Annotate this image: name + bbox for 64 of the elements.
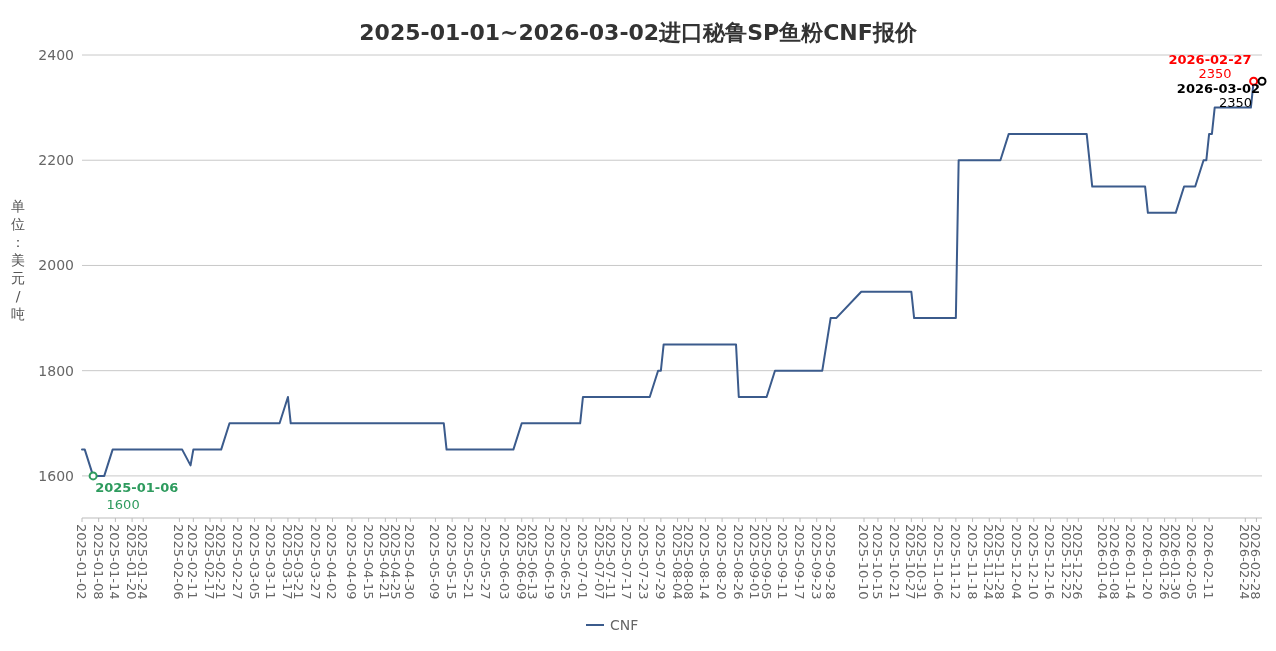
y-tick-label: 2000: [38, 257, 74, 274]
x-tick-label: 2025-02-06: [171, 524, 187, 600]
x-tick-label: 2025-03-11: [263, 524, 279, 600]
x-tick-label: 2025-06-19: [541, 524, 557, 600]
x-tick-label: 2025-04-15: [360, 524, 376, 600]
x-tick-label: 2025-11-06: [931, 524, 947, 600]
x-tick-label: 2025-10-15: [869, 524, 885, 600]
annotation: 1600: [106, 496, 140, 512]
x-tick-label: 2025-06-25: [558, 524, 574, 600]
x-tick-label: 2025-04-02: [324, 524, 340, 600]
y-tick-label: 2200: [38, 152, 74, 169]
x-tick-label: 2025-06-09: [513, 524, 529, 600]
x-tick-label: 2025-08-04: [669, 524, 685, 600]
x-tick-label: 2025-11-18: [964, 524, 980, 600]
x-tick-label: 2025-12-16: [1042, 524, 1058, 600]
x-tick-label: 2025-09-23: [808, 524, 824, 600]
x-tick-label: 2026-01-20: [1139, 524, 1155, 600]
x-tick-label: 2025-08-20: [714, 524, 730, 600]
y-axis-title: 单位：美元/吨: [11, 198, 25, 322]
x-tick-label: 2025-06-03: [497, 524, 513, 600]
x-tick-label: 2026-01-26: [1156, 524, 1172, 600]
x-tick-label: 2026-02-05: [1184, 524, 1200, 600]
x-tick-label: 2025-05-21: [460, 524, 476, 600]
x-tick-label: 2025-08-14: [697, 524, 713, 600]
chart-title: 2025-01-01~2026-03-02进口秘鲁SP鱼粉CNF报价: [359, 20, 918, 45]
x-tick-label: 2025-11-12: [947, 524, 963, 600]
annotation: 2025-01-06: [95, 479, 179, 495]
x-tick-label: 2025-07-23: [636, 524, 652, 600]
annotation: 2350: [1218, 95, 1252, 111]
x-tick-label: 2026-01-14: [1123, 524, 1139, 600]
x-tick-label: 2025-02-21: [213, 524, 229, 600]
x-tick-label: 2025-03-05: [246, 524, 262, 600]
x-tick-label: 2025-05-09: [427, 524, 443, 600]
x-tick-label: 2025-01-24: [135, 524, 151, 600]
y-tick-label: 2400: [38, 47, 74, 63]
x-tick-label: 2025-10-10: [856, 524, 872, 600]
x-tick-label: 2025-01-02: [74, 524, 89, 600]
x-tick-label: 2025-09-28: [822, 524, 838, 600]
annotation: 2350: [1198, 66, 1232, 82]
x-tick-label: 2025-04-09: [343, 524, 359, 600]
x-tick-label: 2025-12-04: [1009, 524, 1025, 600]
y-tick-label: 1600: [38, 467, 74, 484]
x-tick-label: 2025-02-11: [185, 524, 201, 600]
x-tick-label: 2025-02-27: [229, 524, 245, 600]
x-tick-label: 2025-07-29: [652, 524, 668, 600]
x-tick-label: 2025-07-01: [574, 524, 590, 600]
x-tick-label: 2025-01-14: [107, 524, 123, 600]
x-tick-label: 2025-10-21: [886, 524, 902, 600]
x-tick-label: 2025-03-27: [307, 524, 323, 600]
x-tick-label: 2025-12-26: [1070, 524, 1086, 600]
x-tick-label: 2025-12-10: [1025, 524, 1041, 600]
x-tick-label: 2025-09-11: [775, 524, 791, 600]
x-tick-label: 2025-09-17: [792, 524, 808, 600]
x-tick-label: 2025-05-27: [477, 524, 493, 600]
x-tick-label: 2025-04-30: [402, 524, 418, 600]
y-tick-label: 1800: [38, 362, 74, 379]
x-tick-label: 2025-08-26: [730, 524, 746, 600]
x-tick-label: 2025-07-17: [619, 524, 635, 600]
x-tick-label: 2025-01-08: [90, 524, 106, 600]
annotation: 2026-02-27: [1168, 52, 1252, 68]
x-tick-label: 2026-02-11: [1201, 524, 1217, 600]
x-tick-label: 2025-07-07: [591, 524, 607, 600]
legend-label: CNF: [610, 617, 639, 633]
x-tick-label: 2025-05-15: [444, 524, 460, 600]
